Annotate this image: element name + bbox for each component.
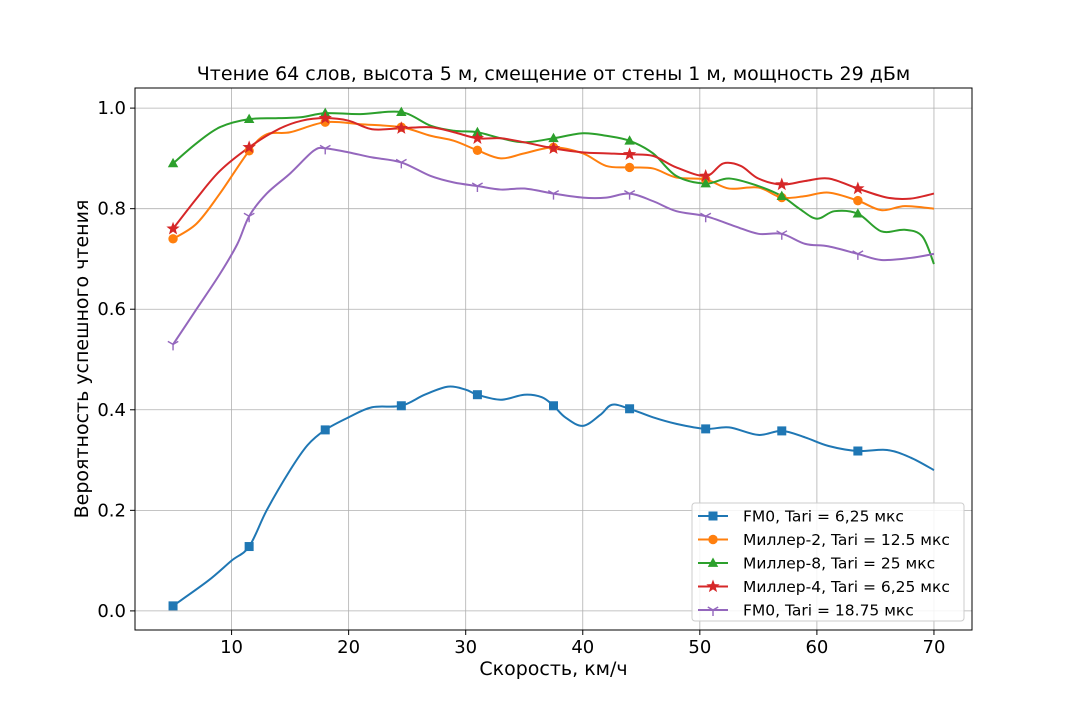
x-tick-label: 10 [220,637,243,658]
series-marker [396,401,406,411]
series-marker [776,230,788,240]
legend-label: FM0, Tari = 18.75 мкс [743,602,914,620]
series-marker [776,190,787,200]
series-marker [777,426,787,436]
x-tick-label: 30 [454,637,477,658]
series-line-2 [172,120,935,240]
legend: FM0, Tari = 6,25 мкс Миллер-2, Tari = 12.… [691,502,965,622]
series-marker [699,168,713,182]
x-tick-label: 50 [688,637,711,658]
series-line-5 [172,146,935,345]
y-tick-label: 0.2 [97,500,126,521]
series-line-4 [172,117,935,230]
series-marker [851,181,865,195]
series-marker [624,189,636,200]
chart-title: Чтение 64 слов, высота 5 м, смещение от … [197,63,910,85]
x-tick-label: 20 [337,637,360,658]
series-marker [852,250,864,260]
series-marker [549,401,558,411]
series-marker [700,212,712,223]
series-marker [472,390,482,400]
y-tick-label: 0.6 [97,299,126,320]
series-marker [546,141,561,154]
series-marker [624,135,635,145]
series-marker [625,404,635,414]
series-marker [548,132,559,143]
series-marker [168,234,178,244]
series-marker [167,340,179,351]
x-tick-label: 40 [571,637,594,658]
series-marker [706,579,720,593]
series-marker [707,557,719,567]
series-marker [394,121,408,134]
series-marker [853,195,863,206]
y-tick-label: 0.0 [97,601,126,622]
series-marker [852,208,864,218]
series-marker [242,140,256,153]
series-marker [243,113,255,124]
series-marker [622,147,637,161]
x-tick-label: 70 [923,637,946,658]
series-marker [700,178,711,188]
series-marker [395,158,407,169]
series-marker [166,221,180,235]
series-marker [853,446,863,456]
legend-label: Миллер-8, Tari = 25 мкс [743,555,935,573]
series-markers [166,106,865,611]
series-marker [168,601,178,611]
legend-label: FM0, Tari = 6,25 мкс [743,508,904,526]
series-marker [708,511,718,521]
legend-label: Миллер-2, Tari = 12.5 мкс [743,531,950,549]
series-marker [470,131,485,144]
series-marker [396,106,407,116]
y-tick-label: 0.8 [97,199,126,220]
series-marker [701,424,711,434]
y-tick-label: 1.0 [97,98,126,119]
series-marker [624,162,635,173]
y-tick-label: 0.4 [97,400,126,421]
y-axis-label: Вероятность успешного чтения [71,200,93,519]
x-axis-label: Скорость, км/ч [479,658,627,680]
axis-ticks: 10 20 30 40 50 60 70 0.0 0.2 0.4 0.6 0.8 1.0 [97,98,945,658]
series-marker [775,177,789,191]
series-marker [167,157,179,168]
x-tick-label: 60 [805,637,828,658]
series-marker [708,534,718,545]
series-marker [471,182,483,193]
series-marker [243,212,255,223]
series-marker [472,145,483,156]
plot-frame [134,87,973,631]
series-marker [547,189,560,200]
series-line-3 [172,110,935,265]
series-marker [320,425,330,435]
series-marker [244,542,254,552]
series-marker [707,606,719,616]
series-marker [318,111,332,124]
series-marker [319,144,331,155]
legend-box [691,502,965,622]
legend-label: Миллер-4, Tari = 6,25 мкс [743,578,950,596]
